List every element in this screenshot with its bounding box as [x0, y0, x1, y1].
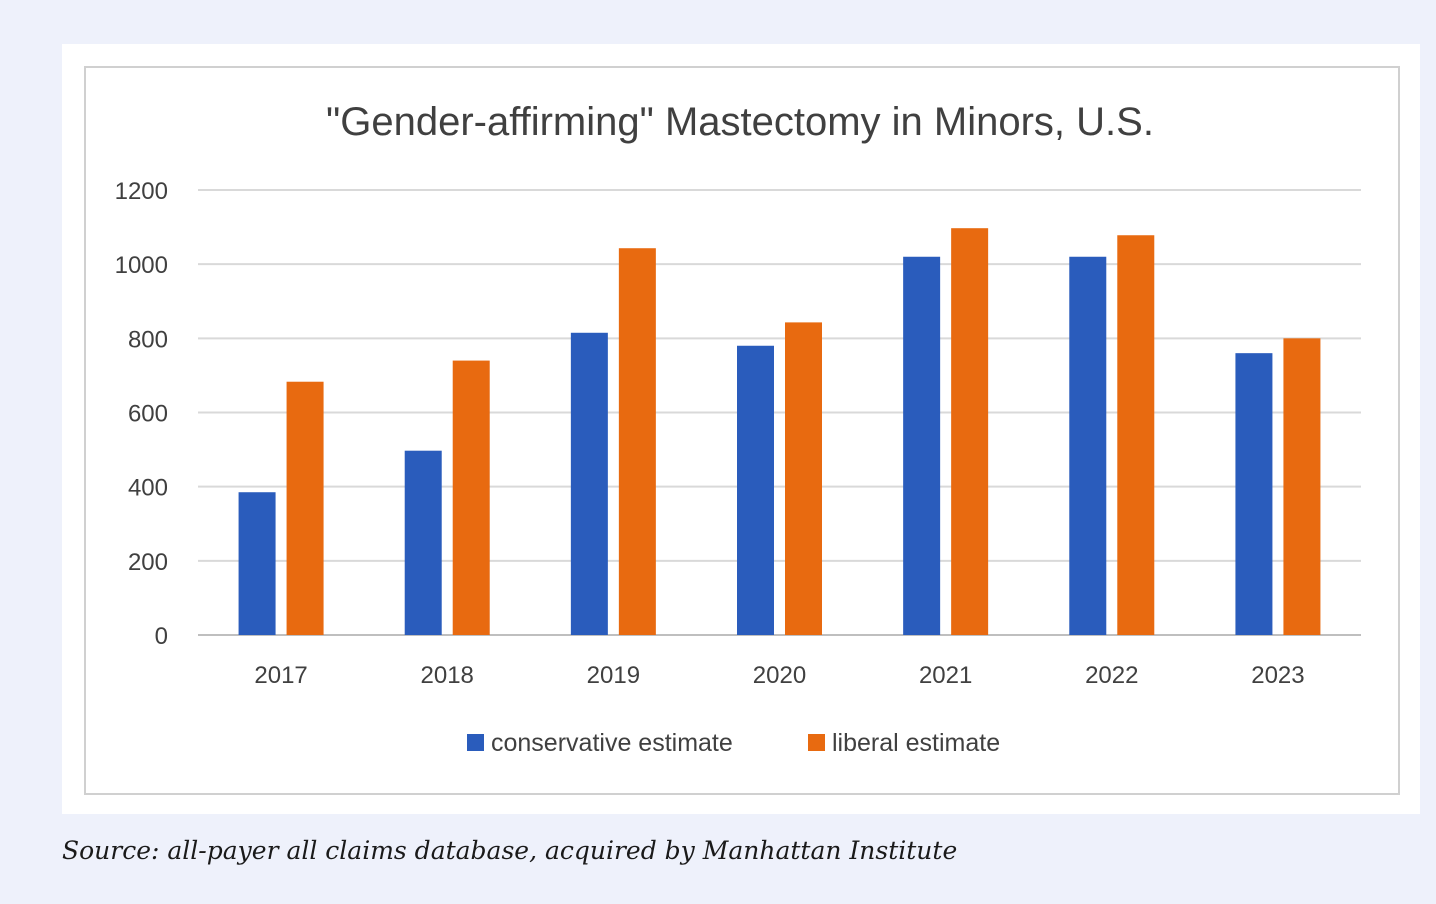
bar-conservative-estimate-2023: [1235, 353, 1273, 635]
bars: [238, 228, 1321, 636]
legend-swatch: [467, 734, 484, 751]
y-tick-label: 1000: [115, 252, 168, 279]
gridlines: [198, 189, 1361, 636]
bar-liberal-estimate-2018: [452, 360, 490, 635]
bar-conservative-estimate-2017: [238, 492, 276, 635]
x-tick-label: 2019: [587, 662, 640, 689]
bar-liberal-estimate-2021: [951, 228, 989, 635]
bar-liberal-estimate-2020: [785, 322, 822, 635]
bar-liberal-estimate-2019: [618, 248, 656, 636]
legend-swatch: [808, 734, 825, 751]
chart-title: "Gender-affirming" Mastectomy in Minors,…: [326, 100, 1154, 144]
bar-conservative-estimate-2018: [404, 450, 442, 635]
x-tick-label: 2017: [254, 662, 307, 689]
legend-label: conservative estimate: [491, 729, 733, 757]
bar-conservative-estimate-2022: [1069, 256, 1107, 635]
bar-liberal-estimate-2023: [1283, 338, 1321, 635]
x-tick-label: 2020: [753, 662, 806, 689]
y-tick-label: 1200: [115, 178, 168, 205]
x-tick-label: 2023: [1251, 662, 1304, 689]
bar-conservative-estimate-2020: [737, 345, 774, 635]
x-tick-label: 2018: [421, 662, 474, 689]
y-tick-label: 200: [128, 549, 168, 576]
bar-conservative-estimate-2021: [903, 256, 941, 635]
source-caption: Source: all-payer all claims database, a…: [62, 836, 958, 865]
bar-liberal-estimate-2017: [286, 381, 324, 635]
y-tick-label: 400: [128, 475, 168, 502]
bar-conservative-estimate-2019: [570, 332, 608, 635]
x-tick-label: 2021: [919, 662, 972, 689]
bar-liberal-estimate-2022: [1117, 235, 1155, 635]
y-tick-label: 0: [155, 623, 168, 650]
y-axis-ticks: 0 200 400 600 800 1000 1200: [115, 178, 168, 650]
x-axis-ticks: 2017 2018 2019 2020 2021 2022 2023: [254, 662, 1304, 689]
legend: conservative estimate liberal estimate: [467, 729, 1000, 757]
legend-label: liberal estimate: [832, 729, 1000, 757]
y-tick-label: 800: [128, 326, 168, 353]
x-tick-label: 2022: [1085, 662, 1138, 689]
y-tick-label: 600: [128, 401, 168, 428]
